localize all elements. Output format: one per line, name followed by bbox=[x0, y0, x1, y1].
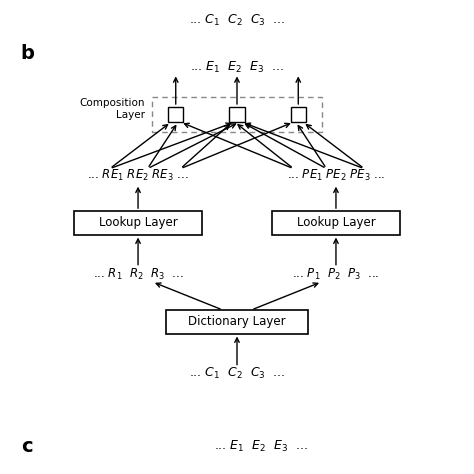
Text: ... $P_1$  $P_2$  $P_3$  ...: ... $P_1$ $P_2$ $P_3$ ... bbox=[292, 267, 380, 282]
Bar bbox=[166, 310, 308, 334]
Text: ... $E_1$  $E_2$  $E_3$  ...: ... $E_1$ $E_2$ $E_3$ ... bbox=[190, 60, 284, 75]
Text: ... $E_1$  $E_2$  $E_3$  ...: ... $E_1$ $E_2$ $E_3$ ... bbox=[214, 439, 308, 454]
Bar bbox=[152, 97, 322, 132]
Bar bbox=[273, 211, 400, 235]
Text: ... $RE_1$ $RE_2$ $RE_3$ ...: ... $RE_1$ $RE_2$ $RE_3$ ... bbox=[87, 168, 189, 183]
Text: b: b bbox=[20, 44, 34, 63]
Bar bbox=[229, 107, 245, 122]
Text: ... $C_1$  $C_2$  $C_3$  ...: ... $C_1$ $C_2$ $C_3$ ... bbox=[189, 13, 285, 28]
Text: ... $C_1$  $C_2$  $C_3$  ...: ... $C_1$ $C_2$ $C_3$ ... bbox=[189, 366, 285, 381]
Text: Composition
Layer: Composition Layer bbox=[80, 98, 145, 119]
Text: Dictionary Layer: Dictionary Layer bbox=[188, 315, 286, 328]
Text: ... $R_1$  $R_2$  $R_3$  ...: ... $R_1$ $R_2$ $R_3$ ... bbox=[93, 267, 183, 282]
Bar bbox=[168, 107, 183, 122]
Bar bbox=[291, 107, 306, 122]
Text: Lookup Layer: Lookup Layer bbox=[99, 216, 177, 229]
Text: Lookup Layer: Lookup Layer bbox=[297, 216, 375, 229]
Bar bbox=[74, 211, 201, 235]
Text: c: c bbox=[21, 437, 33, 456]
Text: ... $PE_1$ $PE_2$ $PE_3$ ...: ... $PE_1$ $PE_2$ $PE_3$ ... bbox=[287, 168, 385, 183]
